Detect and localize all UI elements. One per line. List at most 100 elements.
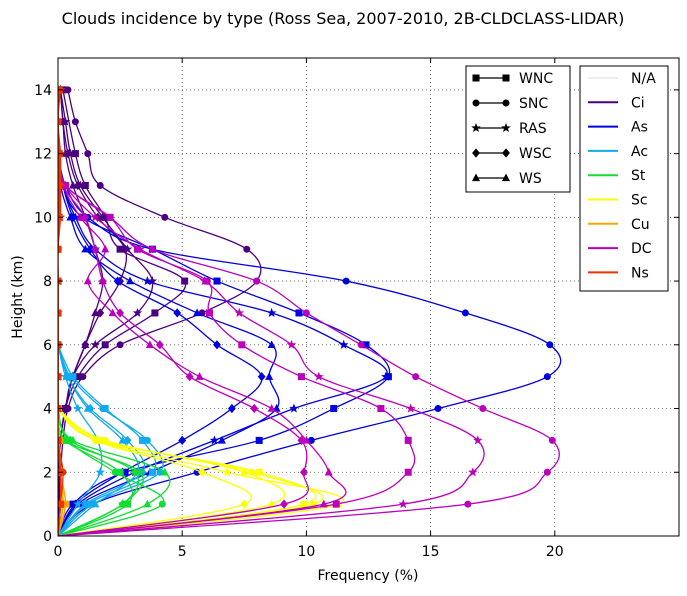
data-point: [266, 307, 277, 317]
x-tick-label: 10: [297, 544, 315, 560]
y-axis-label: Height (km): [10, 255, 26, 338]
y-tick-label: 12: [34, 147, 52, 163]
data-point: [155, 340, 164, 350]
data-point: [324, 467, 333, 476]
data-point: [381, 371, 391, 381]
data-point: [300, 467, 308, 477]
data-point: [319, 499, 328, 508]
data-point: [302, 309, 310, 317]
data-point: [90, 339, 101, 349]
data-point: [295, 309, 303, 317]
data-point: [91, 499, 100, 508]
data-point: [289, 403, 299, 413]
legend-marker-symbol: [472, 99, 480, 107]
legend-marker-label: WS: [519, 171, 542, 187]
data-point: [148, 245, 156, 253]
data-point: [108, 308, 117, 317]
data-point: [135, 244, 145, 254]
data-point: [461, 309, 469, 317]
data-point: [58, 372, 63, 380]
data-point: [338, 339, 349, 349]
data-point: [101, 244, 110, 253]
y-tick-label: 6: [43, 338, 52, 354]
legend-marker-symbol: [502, 99, 510, 107]
data-point: [250, 403, 259, 414]
y-tick-label: 4: [43, 402, 52, 418]
data-point: [280, 499, 288, 509]
data-point: [116, 341, 124, 349]
data-point: [473, 435, 483, 445]
data-point: [98, 435, 107, 444]
series-line: [58, 153, 416, 536]
data-point: [178, 435, 187, 446]
data-point: [81, 499, 90, 509]
legend-marker-symbol: [472, 74, 480, 82]
data-point: [106, 213, 114, 221]
data-point: [81, 340, 90, 348]
data-point: [342, 277, 350, 285]
data-point: [330, 405, 338, 413]
data-point: [126, 276, 135, 285]
data-point: [213, 340, 221, 350]
data-point: [113, 276, 122, 286]
legend-types-frame: [579, 65, 669, 292]
data-point: [66, 212, 75, 221]
legend-types: N/A Ci As Ac St Sc Cu DC Ns: [579, 65, 669, 292]
data-point: [464, 500, 472, 508]
data-point: [195, 372, 204, 380]
data-point: [161, 213, 169, 221]
data-point: [240, 499, 249, 509]
data-point: [404, 436, 412, 444]
y-tick-label: 14: [34, 83, 52, 99]
data-point: [357, 341, 365, 349]
data-point: [222, 467, 232, 477]
data-point: [58, 499, 65, 508]
data-point: [71, 118, 79, 126]
data-point: [185, 372, 194, 382]
legend-marker-label: WNC: [519, 71, 553, 87]
data-point: [238, 341, 246, 349]
y-tick-label: 2: [43, 465, 52, 481]
data-point: [83, 276, 92, 285]
x-axis-label: Frequency (%): [317, 568, 418, 584]
series-line: [58, 153, 485, 536]
data-point: [548, 436, 556, 444]
data-point: [206, 309, 214, 317]
data-point: [96, 308, 105, 318]
data-point: [198, 467, 206, 477]
data-point: [118, 499, 127, 509]
data-point: [79, 373, 87, 381]
data-point: [398, 499, 409, 509]
legend-type-label: DC: [631, 241, 652, 257]
data-point: [131, 467, 139, 477]
data-point: [83, 404, 92, 412]
data-point: [173, 308, 182, 318]
x-tick-label: 20: [546, 544, 564, 560]
data-point: [61, 404, 70, 412]
data-point: [404, 468, 412, 476]
data-point: [267, 404, 276, 412]
data-point: [84, 150, 92, 158]
data-point: [68, 180, 77, 189]
data-point: [116, 308, 125, 318]
y-tick-label: 8: [43, 274, 52, 290]
y-tick-label: 10: [34, 210, 52, 226]
data-point: [101, 341, 109, 349]
data-point: [405, 403, 416, 413]
data-point: [143, 499, 152, 508]
legend-type-label: Cu: [631, 217, 650, 233]
data-point: [434, 405, 442, 413]
data-point: [314, 371, 324, 381]
data-point: [58, 308, 63, 317]
series-line: [58, 89, 64, 536]
legend-marker-symbol: [471, 173, 481, 182]
legend-type-label: Ns: [631, 265, 649, 281]
x-tick-label: 15: [422, 544, 440, 560]
legend-marker-label: SNC: [519, 96, 548, 112]
data-point: [181, 277, 189, 285]
series-ac-ws: [58, 340, 142, 536]
data-point: [64, 86, 72, 94]
legend-marker-label: RAS: [519, 121, 547, 137]
data-point: [111, 468, 119, 476]
